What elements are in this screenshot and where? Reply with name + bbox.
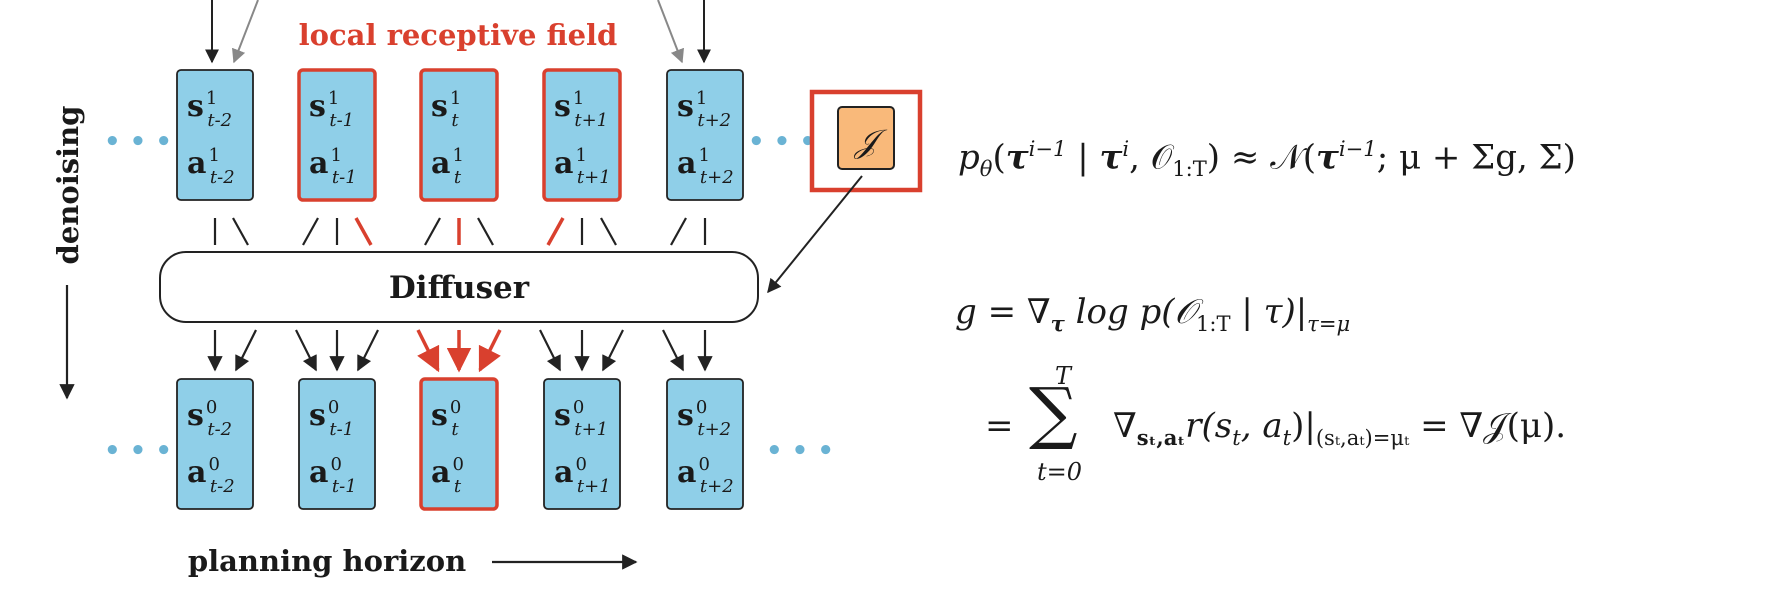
- eq1-i-minus-1: i−1: [1028, 136, 1067, 161]
- planning-horizon-label: planning horizon: [188, 544, 466, 578]
- equation-sum: = T ∑ t=0 ∇sₜ,aₜr(st, at)|(sₜ,aₜ)=μₜ = ∇…: [985, 362, 1775, 492]
- eq3-t1: t: [1232, 424, 1241, 450]
- eq2-log-p: log p(𝒪: [1064, 292, 1196, 332]
- ellipsis-top-right: • • •: [748, 127, 816, 157]
- state-label: s 1 t-1: [309, 88, 354, 131]
- eq3-t2: t: [1282, 424, 1292, 450]
- eq1-open: (: [992, 137, 1006, 178]
- eq1-i: i: [1122, 136, 1130, 161]
- state-action-cell: s 1 t-2 a 1 t-2: [176, 69, 254, 201]
- cell-box: [666, 69, 744, 201]
- top-to-diffuser-connectors: [213, 217, 707, 246]
- eq2-grad-sub: τ: [1050, 310, 1065, 336]
- action-label: a 1 t-1: [309, 145, 357, 188]
- diffuser-label: Diffuser: [389, 270, 530, 306]
- ellipsis-bottom-left: • • •: [104, 436, 172, 466]
- eq1-mean-cov: ; μ + Σg, Σ): [1376, 137, 1576, 178]
- eq2-optimality-range: 1:T: [1195, 310, 1231, 336]
- action-label: a 0 t-1: [309, 454, 357, 497]
- cell-box: [176, 378, 254, 510]
- state-action-cell: s 1 t+1 a 1 t+1: [542, 68, 622, 202]
- eq3-eval-sub: (sₜ,aₜ)=μₜ: [1315, 424, 1410, 450]
- eq3-sum-top: T: [1055, 362, 1072, 390]
- top-input-arrows: [205, 0, 711, 64]
- cell-box: [176, 69, 254, 201]
- eq3-equals: =: [985, 406, 1014, 446]
- eq1-optimality-range: 1:T: [1172, 156, 1207, 182]
- state-action-cell: s 0 t-1 a 0 t-1: [298, 378, 376, 510]
- equation-reverse-process: pθ(τi−1 | τi, 𝒪1:T) ≈ 𝒩(τi−1; μ + Σg, Σ): [958, 136, 1576, 181]
- action-label: a 0 t+1: [554, 454, 611, 497]
- action-label: a 1 t-2: [187, 145, 235, 188]
- state-label: s 0 t-1: [309, 397, 354, 440]
- denoised-trajectory-row: s 0 t-2a 0 t-2s 0 t-1a 0 t-1s 0 ta 0 ts 0 t+1a 0 t+1s 0 t+…: [176, 377, 744, 511]
- denoising-label: denoising: [51, 106, 85, 265]
- state-action-cell: s 1 t+2 a 1 t+2: [666, 69, 744, 201]
- state-action-cell: s 0 t-2 a 0 t-2: [176, 378, 254, 510]
- cell-box: [298, 378, 376, 510]
- state-label: s 1 t+2: [677, 88, 731, 131]
- eq2-given-tau: | τ)|: [1230, 292, 1308, 332]
- eq1-p: p: [958, 137, 980, 178]
- cell-box: [666, 378, 744, 510]
- eq1-approx-normal: ) ≈ 𝒩(: [1206, 137, 1317, 178]
- eq1-given: |: [1066, 137, 1100, 178]
- state-label: s 1 t+1: [554, 88, 608, 131]
- state-label: s 0 t-2: [187, 397, 232, 440]
- state-action-cell: s 0 t+1 a 0 t+1: [543, 378, 621, 510]
- state-action-cell: s 0 t+2 a 0 t+2: [666, 378, 744, 510]
- state-action-cell: s 0 ta 0 t: [419, 377, 499, 511]
- eq3-body: ∇sₜ,aₜr(st, at)|(sₜ,aₜ)=μₜ = ∇𝒥(μ).: [1113, 406, 1566, 450]
- eq1-tau: τ: [1099, 137, 1123, 178]
- state-label: s 0 t+1: [554, 397, 608, 440]
- eq3-grad: ∇: [1113, 406, 1137, 446]
- diffuser-to-bottom-arrows: [207, 329, 713, 373]
- guide-box: [837, 106, 895, 170]
- ellipsis-bottom-right: • • •: [766, 436, 834, 466]
- eq1-theta: θ: [979, 156, 993, 182]
- eq3-reward: r(s: [1185, 406, 1233, 446]
- eq3-sum-symbol: ∑: [1029, 374, 1078, 453]
- action-label: a 1 t+2: [677, 145, 734, 188]
- eq3-close: )|: [1291, 406, 1316, 446]
- eq3-grad-sub: sₜ,aₜ: [1136, 424, 1186, 450]
- cell-box-highlighted: [297, 68, 377, 202]
- equation-gradient: g = ∇τ log p(𝒪1:T | τ)|τ=μ: [955, 292, 1350, 336]
- diffuser-block: [159, 251, 759, 323]
- eq3-result: = ∇𝒥(μ).: [1409, 406, 1567, 446]
- eq1-tau-prev: τ: [1005, 137, 1029, 178]
- action-label: a 0 t-2: [187, 454, 235, 497]
- cell-box-highlighted: [419, 377, 499, 511]
- receptive-field-label: local receptive field: [299, 18, 618, 52]
- eq3-action: , a: [1240, 406, 1283, 446]
- eq1-tau-normal: τ: [1316, 137, 1339, 178]
- state-action-cell: s 1 ta 1 t: [419, 68, 499, 202]
- cell-box-highlighted: [419, 68, 499, 202]
- eq3-sum-bottom: t=0: [1037, 458, 1083, 486]
- cell-box-highlighted: [542, 68, 622, 202]
- eq2-g-grad: g = ∇: [955, 292, 1051, 332]
- action-label: a 1 t+1: [554, 145, 611, 188]
- eq1-i-minus-1-normal: i−1: [1338, 136, 1377, 161]
- state-label: s 0 t+2: [677, 397, 731, 440]
- state-label: s 1 t-2: [187, 88, 232, 131]
- guide-highlight-frame: [809, 89, 923, 193]
- action-label: a 0 t+2: [677, 454, 734, 497]
- eq1-optimality: , 𝒪: [1129, 137, 1173, 178]
- state-action-cell: s 1 t-1 a 1 t-1: [297, 68, 377, 202]
- cell-box: [543, 378, 621, 510]
- guide-arrow: [767, 175, 863, 294]
- ellipsis-top-left: • • •: [104, 127, 172, 157]
- noisy-trajectory-row: s 1 t-2a 1 t-2s 1 t-1a 1 t-1s 1 ta 1 ts 1 t+1a 1 t+1s 1 t+…: [176, 68, 744, 202]
- eq2-eval-sub: τ=μ: [1307, 310, 1351, 336]
